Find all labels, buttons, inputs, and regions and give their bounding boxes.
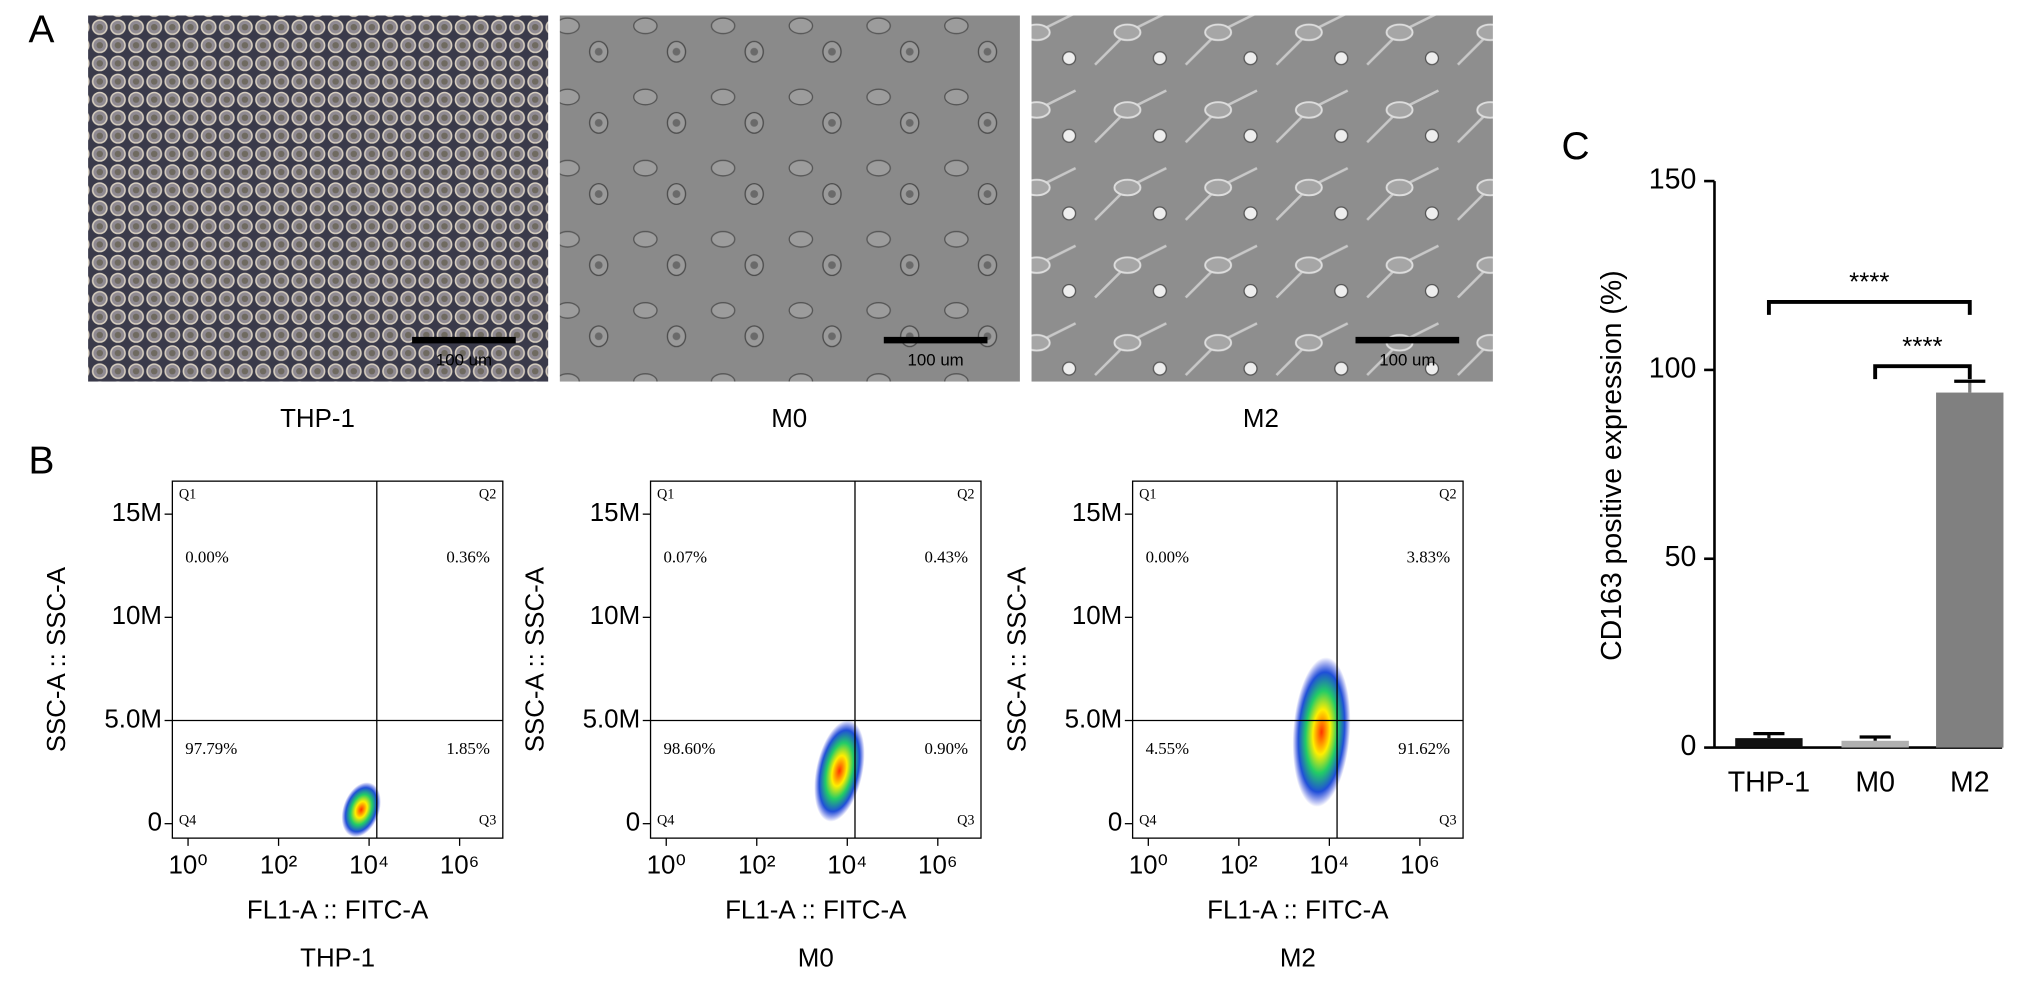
quadrant-name: Q1 xyxy=(657,487,674,503)
x-axis-label: FL1-A :: FITC-A xyxy=(247,897,429,925)
x-tick-label: 10⁰ xyxy=(1129,851,1168,879)
x-tick-label: 10⁰ xyxy=(168,851,207,879)
bar xyxy=(1841,740,1909,748)
bar xyxy=(1735,738,1803,748)
quadrant-name: Q4 xyxy=(1139,813,1156,829)
y-tick-label: 0 xyxy=(626,809,640,837)
scale-bar-label: 100 um xyxy=(436,350,492,369)
significance-label: **** xyxy=(1902,333,1942,361)
y-tick-label: 15M xyxy=(112,499,162,527)
y-tick-label: 0 xyxy=(148,809,162,837)
y-tick-label: 0 xyxy=(1108,809,1122,837)
quadrant-name: Q2 xyxy=(1439,487,1456,503)
x-tick-label: 10⁶ xyxy=(440,851,479,879)
bar xyxy=(1936,392,2004,748)
quadrant-percent: 97.79% xyxy=(185,739,237,758)
x-tick-label: 10⁴ xyxy=(827,851,867,879)
x-tick-label: M0 xyxy=(1855,766,1895,798)
x-tick-label: 10² xyxy=(1220,851,1258,879)
quadrant-percent: 3.83% xyxy=(1407,548,1451,567)
y-axis-label: CD163 positive expression (%) xyxy=(1596,270,1628,660)
micrograph-m2 xyxy=(1031,15,1493,382)
quadrant-name: Q2 xyxy=(479,487,496,503)
micrograph-label: M2 xyxy=(1243,405,1279,433)
y-tick-label: 5.0M xyxy=(1065,705,1123,733)
y-tick-label: 15M xyxy=(590,499,640,527)
quadrant-percent: 0.07% xyxy=(664,548,708,567)
x-axis-label: FL1-A :: FITC-A xyxy=(725,897,907,925)
plot-frame xyxy=(1131,480,1464,839)
y-tick-label: 50 xyxy=(1665,541,1697,573)
panel-label: B xyxy=(29,439,55,482)
micrograph-label: THP-1 xyxy=(280,405,355,433)
x-tick-label: 10⁰ xyxy=(647,851,686,879)
quadrant-percent: 4.55% xyxy=(1146,739,1190,758)
micrograph-m0 xyxy=(559,15,1020,382)
y-axis-label: SSC-A :: SSC-A xyxy=(521,566,549,752)
panel-label: C xyxy=(1562,125,1590,168)
micrograph-thp1 xyxy=(88,15,549,382)
quadrant-name: Q3 xyxy=(957,813,974,829)
quadrant-percent: 91.62% xyxy=(1398,739,1450,758)
quadrant-name: Q4 xyxy=(657,813,674,829)
quadrant-percent: 0.90% xyxy=(925,739,969,758)
y-axis-label: SSC-A :: SSC-A xyxy=(43,566,71,752)
y-tick-label: 5.0M xyxy=(583,705,641,733)
y-tick-label: 0 xyxy=(1680,730,1696,762)
x-tick-label: 10⁶ xyxy=(918,851,957,879)
y-tick-label: 150 xyxy=(1649,164,1697,196)
scale-bar-label: 100 um xyxy=(1379,350,1435,369)
y-tick-label: 5.0M xyxy=(104,705,162,733)
density-cloud xyxy=(814,720,865,822)
y-tick-label: 100 xyxy=(1649,352,1697,384)
x-tick-label: THP-1 xyxy=(1728,766,1810,798)
quadrant-percent: 0.36% xyxy=(446,548,490,567)
scale-bar-label: 100 um xyxy=(908,350,964,369)
plot-frame xyxy=(171,480,504,839)
x-tick-label: 10² xyxy=(260,851,298,879)
plot-title: M0 xyxy=(798,945,834,973)
quadrant-percent: 0.00% xyxy=(1146,548,1190,567)
significance-label: **** xyxy=(1849,269,1889,297)
y-tick-label: 10M xyxy=(1072,602,1122,630)
x-tick-label: 10⁶ xyxy=(1400,851,1439,879)
significance-bracket xyxy=(1873,364,1972,380)
significance-bracket xyxy=(1766,299,1972,315)
quadrant-percent: 0.00% xyxy=(185,548,229,567)
figure-body: A B C 100 um THP-1 100 um M0 100 um M2 10⁰ 10² 10⁴ 1… xyxy=(29,9,2004,973)
panel-label: A xyxy=(29,9,55,52)
x-tick-label: M2 xyxy=(1950,766,1990,798)
x-tick-label: 10⁴ xyxy=(1309,851,1349,879)
plot-title: M2 xyxy=(1280,945,1316,973)
y-tick-label: 10M xyxy=(590,602,640,630)
x-tick-label: 10² xyxy=(738,851,776,879)
density-cloud xyxy=(1292,657,1351,807)
quadrant-percent: 0.43% xyxy=(925,548,969,567)
y-axis-label: SSC-A :: SSC-A xyxy=(1003,566,1031,752)
quadrant-percent: 98.60% xyxy=(664,739,716,758)
micrograph-label: M0 xyxy=(771,405,807,433)
x-axis-label: FL1-A :: FITC-A xyxy=(1207,897,1389,925)
density-cloud xyxy=(341,782,381,838)
y-tick-label: 15M xyxy=(1072,499,1122,527)
quadrant-name: Q1 xyxy=(179,487,196,503)
quadrant-percent: 1.85% xyxy=(446,739,490,758)
x-tick-label: 10⁴ xyxy=(349,851,389,879)
quadrant-name: Q3 xyxy=(479,813,496,829)
quadrant-name: Q2 xyxy=(957,487,974,503)
quadrant-name: Q4 xyxy=(179,813,196,829)
quadrant-name: Q3 xyxy=(1439,813,1456,829)
plot-title: THP-1 xyxy=(300,945,375,973)
y-tick-label: 10M xyxy=(112,602,162,630)
quadrant-name: Q1 xyxy=(1139,487,1156,503)
